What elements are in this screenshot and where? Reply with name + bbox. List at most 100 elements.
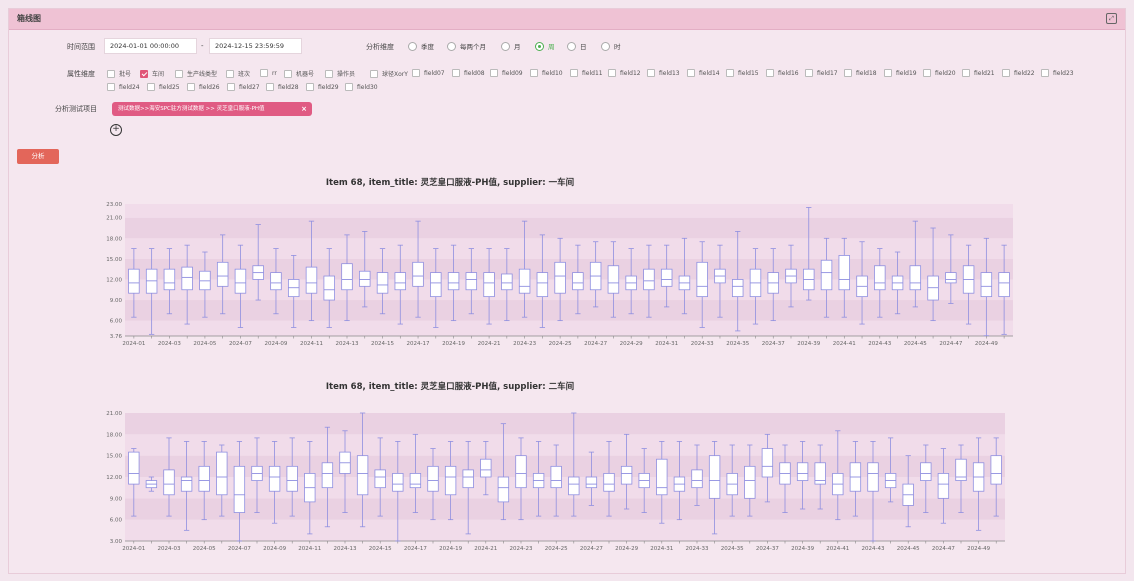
x-tick-label: 2024-19 [442,341,465,347]
checkbox-box-icon [1002,69,1010,77]
box [731,279,744,298]
radio-label: 周 [548,43,555,51]
checkbox-box-icon [226,69,234,78]
checkbox-attribute-18[interactable]: field17 [805,69,838,77]
radio-dimension-1[interactable]: 每两个月 [447,41,486,51]
checkbox-attribute-3[interactable]: 班次 [226,69,250,78]
box [447,272,460,291]
x-tick-label: 2024-35 [726,341,749,347]
time-range-label: 时间范围 [67,43,95,51]
box [234,268,247,294]
y-tick-label: 23.00 [106,202,122,208]
checkbox-box-icon [107,69,115,78]
checkbox-label: 批号 [119,71,132,78]
checkbox-box-icon [687,69,695,77]
checkbox-attribute-5[interactable]: 机器号 [284,69,314,78]
checkbox-attribute-2[interactable]: 生产线类型 [175,69,217,78]
x-tick-label: 2024-07 [228,546,251,552]
checkbox-attribute-0[interactable]: 批号 [107,69,131,78]
checkbox-attribute-4[interactable]: rr [260,69,277,77]
checkbox-attribute-20[interactable]: field19 [884,69,917,77]
end-time-input[interactable]: 2024-12-15 23:59:59 [209,38,302,54]
radio-label: 日 [580,43,587,51]
checkbox-attribute-22[interactable]: field21 [962,69,995,77]
y-tick-label: 18.00 [106,236,122,242]
box [501,273,513,291]
box [462,469,474,489]
box [937,473,950,499]
radio-circle-icon [601,41,610,51]
x-tick-label: 2024-39 [791,546,814,552]
box [181,266,193,291]
radio-dimension-5[interactable]: 时 [601,41,621,51]
grid-band [125,320,1013,336]
box [945,272,957,284]
checkbox-label: field28 [278,83,299,91]
checkbox-label: field22 [1014,69,1035,77]
x-tick-label: 2024-37 [756,546,779,552]
checkbox-attribute-19[interactable]: field18 [844,69,877,77]
test-item-tag[interactable]: 测试数据>>海安SPC驻方测试数据 >> 灵芝皇口服液-PH值 × [112,102,312,116]
box [233,465,246,513]
x-tick-label: 2024-17 [404,546,427,552]
box [497,476,510,503]
remove-tag-icon[interactable]: × [301,105,307,113]
radio-circle-icon [447,41,456,51]
analyze-button[interactable]: 分析 [17,149,59,164]
checkbox-label: field16 [778,69,799,77]
box [394,272,407,291]
x-tick-label: 2024-47 [932,546,955,552]
box [305,266,318,294]
checkbox-box-icon [490,69,498,77]
box [820,259,833,291]
start-time-input[interactable]: 2024-01-01 00:00:00 [104,38,197,54]
add-item-icon[interactable]: + [110,124,122,136]
checkbox-attribute-23[interactable]: field22 [1002,69,1035,77]
checkbox-attribute-8[interactable]: field07 [412,69,445,77]
checkbox-attribute-17[interactable]: field16 [766,69,799,77]
checkbox-attribute-31[interactable]: field30 [345,83,378,91]
checkbox-attribute-26[interactable]: field25 [147,83,180,91]
checkbox-label: 班次 [238,71,251,78]
checkbox-attribute-13[interactable]: field12 [608,69,641,77]
checkbox-attribute-21[interactable]: field20 [923,69,956,77]
checkbox-attribute-12[interactable]: field11 [570,69,603,77]
x-tick-label: 2024-29 [620,341,643,347]
box [708,455,721,499]
box [796,462,809,481]
checkbox-box-icon [805,69,813,77]
checkbox-attribute-28[interactable]: field27 [227,83,260,91]
checkbox-attribute-7[interactable]: 球径XorY [370,69,408,78]
checkbox-attribute-15[interactable]: field14 [687,69,720,77]
checkbox-attribute-11[interactable]: field10 [530,69,563,77]
radio-dimension-0[interactable]: 季度 [408,41,434,51]
box [518,268,531,294]
checkbox-attribute-1[interactable]: 车间 [140,69,164,78]
x-tick-label: 2024-45 [897,546,920,552]
checkbox-attribute-14[interactable]: field13 [647,69,680,77]
checkbox-attribute-27[interactable]: field26 [187,83,220,91]
checkbox-attribute-24[interactable]: field23 [1041,69,1074,77]
checkbox-label: field13 [659,69,680,77]
grid-band [125,519,1005,541]
checkbox-box-icon [923,69,931,77]
grid-band [125,204,1013,218]
checkbox-attribute-25[interactable]: field24 [107,83,140,91]
radio-dimension-4[interactable]: 日 [567,41,587,51]
checkbox-attribute-9[interactable]: field08 [452,69,485,77]
box [216,451,228,496]
dimension-label: 分析维度 [366,43,394,51]
box [761,448,774,478]
checkbox-attribute-6[interactable]: 操作员 [325,69,355,78]
box [980,272,993,298]
checkbox-attribute-16[interactable]: field15 [726,69,759,77]
box [392,473,404,492]
radio-dimension-3[interactable]: 周 [535,41,555,51]
radio-dimension-2[interactable]: 月 [501,41,521,51]
checkbox-attribute-29[interactable]: field28 [266,83,299,91]
radio-circle-icon [567,41,576,51]
y-tick-label: 6.00 [110,518,123,524]
expand-icon[interactable]: ⤢ [1106,13,1117,24]
checkbox-attribute-30[interactable]: field29 [306,83,339,91]
checkbox-attribute-10[interactable]: field09 [490,69,523,77]
